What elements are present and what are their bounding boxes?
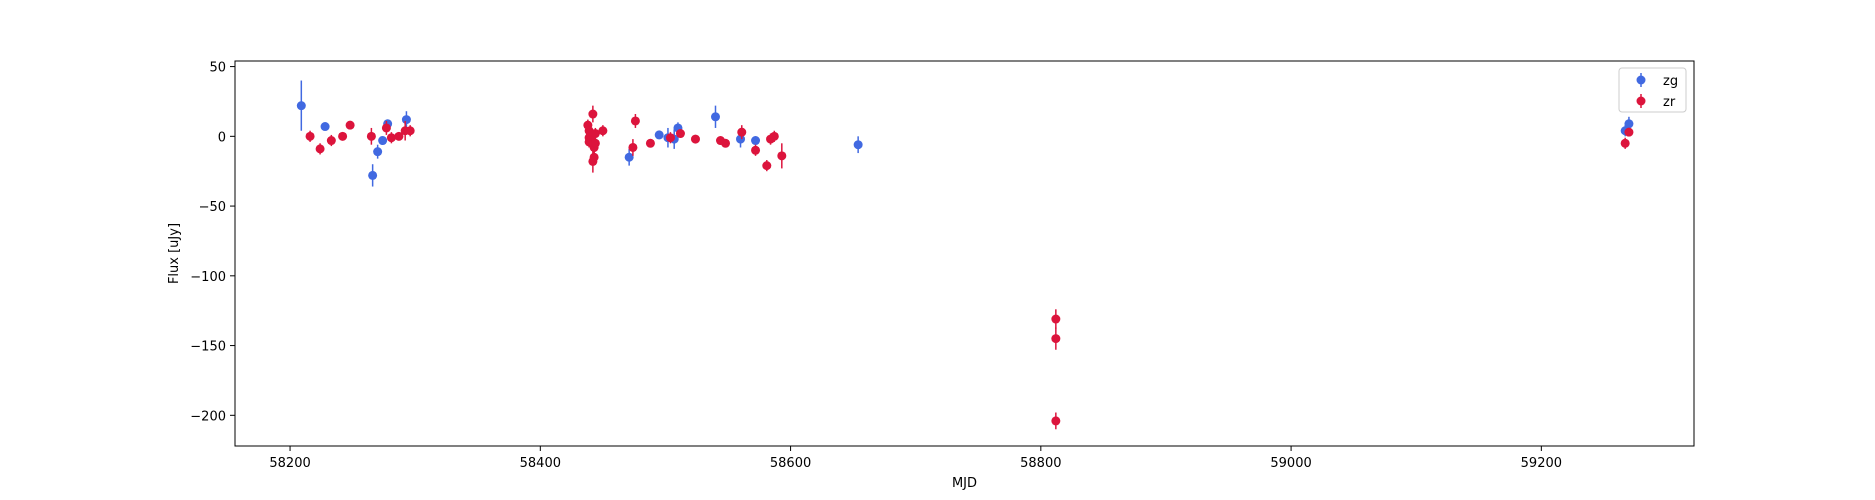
point-zg	[373, 147, 382, 156]
point-zr	[387, 133, 396, 142]
point-zr	[338, 132, 347, 141]
point-zr	[628, 143, 637, 152]
point-zr	[367, 132, 376, 141]
point-zg	[402, 115, 411, 124]
point-zr	[382, 123, 391, 132]
point-zr	[327, 136, 336, 145]
point-zg	[1624, 119, 1633, 128]
x-axis-label: MJD	[952, 476, 977, 491]
legend-zg-label: zg	[1663, 74, 1678, 89]
x-tick-label: 59000	[1270, 456, 1311, 471]
y-tick-label: −200	[190, 409, 226, 424]
point-zr	[1621, 139, 1630, 148]
point-zr	[316, 144, 325, 153]
legend-zr-label: zr	[1663, 95, 1676, 110]
axes-frame	[235, 61, 1694, 446]
y-tick-label: −50	[199, 200, 226, 215]
point-zr	[346, 121, 355, 130]
chart-marks	[297, 81, 1634, 430]
point-zr	[777, 151, 786, 160]
y-tick-label: −150	[190, 340, 226, 355]
point-zr	[751, 146, 760, 155]
x-tick-label: 58200	[269, 456, 310, 471]
point-zr	[631, 116, 640, 125]
x-tick-label: 58400	[520, 456, 561, 471]
y-axis-label: Flux [uJy]	[167, 223, 182, 284]
legend-zg-marker	[1637, 76, 1646, 85]
point-zg	[368, 171, 377, 180]
point-zr	[1051, 334, 1060, 343]
legend-zr-marker	[1637, 97, 1646, 106]
point-zr	[1051, 315, 1060, 324]
point-zr	[1051, 416, 1060, 425]
point-zg	[297, 101, 306, 110]
point-zg	[711, 112, 720, 121]
x-tick-label: 58600	[770, 456, 811, 471]
point-zr	[770, 132, 779, 141]
point-zg	[378, 136, 387, 145]
x-tick-label: 59200	[1521, 456, 1562, 471]
y-tick-label: −100	[190, 270, 226, 285]
point-zg	[655, 130, 664, 139]
series-zr	[306, 106, 1634, 430]
point-zr	[737, 128, 746, 137]
series-zg	[297, 81, 1634, 187]
x-axis: 58200 58400 58600 58800 59000 59200	[269, 446, 1562, 471]
point-zr	[721, 139, 730, 148]
point-zg	[321, 122, 330, 131]
point-zg	[854, 140, 863, 149]
point-zr	[598, 126, 607, 135]
y-tick-label: 0	[218, 130, 226, 145]
point-zr	[306, 132, 315, 141]
legend: zg zr	[1619, 68, 1686, 112]
point-zr	[588, 110, 597, 119]
y-axis: 50 0 −50 −100 −150 −200	[190, 61, 235, 425]
point-zr	[406, 126, 415, 135]
point-zg	[751, 136, 760, 145]
point-zr	[591, 139, 600, 148]
point-zr	[590, 153, 599, 162]
point-zr	[762, 161, 771, 170]
point-zr	[666, 133, 675, 142]
x-tick-label: 58800	[1020, 456, 1061, 471]
point-zr	[646, 139, 655, 148]
point-zr	[676, 129, 685, 138]
y-tick-label: 50	[209, 61, 226, 76]
point-zr	[691, 135, 700, 144]
point-zr	[1624, 128, 1633, 137]
